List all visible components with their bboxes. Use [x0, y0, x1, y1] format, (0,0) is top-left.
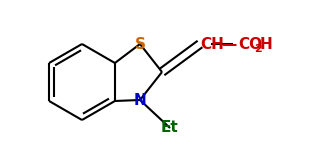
Text: 2: 2 — [254, 44, 262, 54]
Text: Et: Et — [161, 120, 179, 136]
Text: CH: CH — [200, 37, 224, 52]
Text: S: S — [135, 37, 145, 52]
Text: —: — — [221, 37, 237, 52]
Text: H: H — [260, 37, 273, 52]
Text: CO: CO — [238, 37, 262, 52]
Text: N: N — [134, 93, 146, 108]
